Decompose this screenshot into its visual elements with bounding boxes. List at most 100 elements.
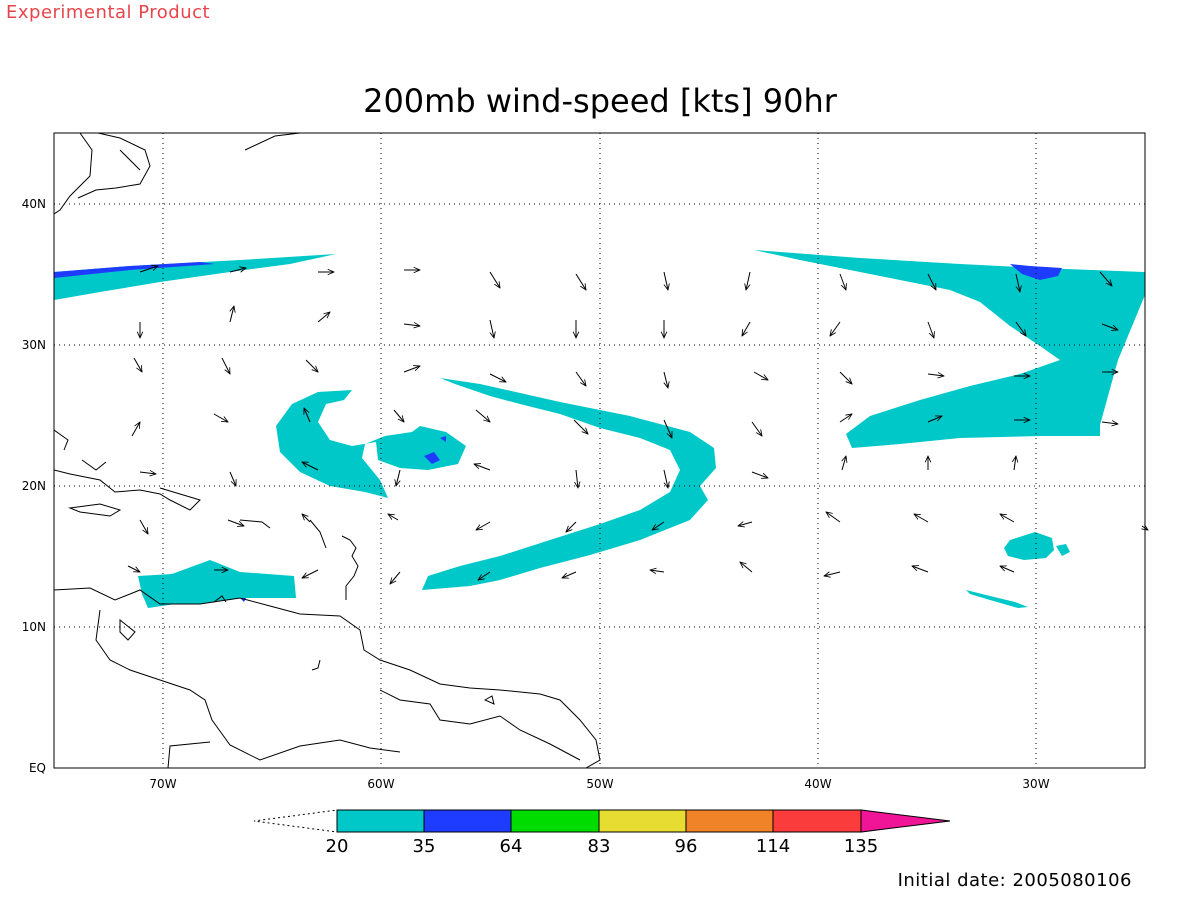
wind-vector-arrow	[927, 416, 942, 423]
wind-vector-arrow	[927, 273, 936, 290]
lat-label-eq: EQ	[29, 761, 46, 775]
colorbar-low-extension	[253, 809, 338, 833]
wind-vector-arrow	[664, 371, 668, 388]
initial-date-label: Initial date: 2005080106	[897, 870, 1132, 891]
wind-vector-arrow	[403, 324, 420, 326]
wind-vector-arrow	[489, 271, 500, 288]
wind-vector-arrow	[839, 414, 852, 423]
wind-vector-arrow	[753, 371, 768, 380]
wind-vector-arrow	[388, 514, 399, 521]
wind-vector-arrow	[305, 359, 318, 372]
wind-vector-arrow	[742, 321, 751, 336]
wind-vector-arrow	[562, 571, 577, 578]
colorbar-label-35: 35	[413, 836, 436, 857]
wind-vector-arrow	[317, 312, 330, 323]
wind-vector-arrow	[738, 522, 753, 526]
wind-vector-arrow	[914, 514, 929, 523]
wind-vector-arrow	[663, 271, 668, 290]
lat-label-20n: 20N	[22, 479, 46, 493]
wind-vector-arrow	[751, 471, 768, 478]
lon-label-60w: 60W	[367, 777, 394, 791]
wind-vector-arrow	[663, 469, 668, 488]
wind-vector-arrow	[826, 512, 841, 523]
wind-vector-arrow	[842, 456, 846, 471]
wind-vector-arrow	[127, 565, 140, 572]
colorbar-box-35-64	[423, 809, 512, 833]
wind-vector-arrow	[575, 273, 586, 290]
lon-axis-labels: 70W 60W 50W 40W 30W	[149, 777, 1049, 791]
wind-vector-arrow	[1099, 271, 1112, 286]
wind-vector-arrow	[139, 472, 156, 474]
wind-vector-arrow	[927, 321, 934, 338]
wind-vector-arrow	[927, 374, 944, 376]
wind-vector-arrow	[1000, 566, 1015, 573]
colorbar-label-135: 135	[844, 836, 878, 857]
lat-label-40n: 40N	[22, 197, 46, 211]
wind-vector-arrow	[475, 409, 490, 422]
wind-vector-arrow	[396, 469, 400, 486]
wind-vector-arrow	[390, 571, 401, 584]
colorbar: 20 35 64 83 96 114 135	[253, 809, 951, 857]
wind-vector-arrow	[403, 366, 420, 373]
colorbar-box-114-135	[772, 809, 862, 833]
wind-vector-arrow	[1101, 422, 1118, 424]
lon-label-70w: 70W	[149, 777, 176, 791]
wind-vector-arrow	[229, 471, 236, 486]
colorbar-box-83-96	[598, 809, 687, 833]
wind-vector-arrow	[1015, 321, 1026, 336]
lat-axis-labels: EQ 10N 20N 30N 40N	[22, 197, 46, 775]
wind-vector-arrow	[1015, 273, 1020, 292]
wind-vector-field	[127, 266, 1148, 584]
colorbar-label-96: 96	[675, 836, 698, 857]
lon-label-30w: 30W	[1022, 777, 1049, 791]
wind-vector-arrow	[746, 271, 751, 290]
lon-label-50w: 50W	[586, 777, 613, 791]
wind-vector-arrow	[133, 357, 142, 372]
wind-vector-arrow	[227, 519, 244, 526]
colorbar-label-83: 83	[588, 836, 611, 857]
lat-label-10n: 10N	[22, 620, 46, 634]
wind-vector-arrow	[302, 462, 319, 471]
wind-vector-arrow	[1000, 514, 1015, 523]
wind-vector-arrow	[912, 566, 929, 573]
wind-vector-arrow	[1014, 456, 1016, 471]
wind-vector-arrow	[575, 371, 586, 386]
gridlines	[54, 133, 1145, 768]
wind-vector-arrow	[221, 357, 230, 374]
wind-vector-arrow	[478, 571, 491, 580]
wind-vector-arrow	[839, 371, 852, 384]
wind-vector-arrow	[474, 464, 491, 471]
wind-shading-20-35	[54, 250, 1145, 608]
lat-label-30n: 30N	[22, 338, 46, 352]
wind-vector-arrow	[229, 268, 246, 272]
wind-vector-arrow	[566, 521, 577, 532]
wind-vector-arrow	[740, 562, 753, 573]
wind-vector-arrow	[751, 421, 762, 436]
wind-vector-arrow	[139, 266, 158, 273]
wind-vector-arrow	[824, 572, 841, 576]
wind-vector-arrow	[576, 469, 578, 488]
wind-vector-arrow	[131, 422, 140, 437]
lon-label-40w: 40W	[804, 777, 831, 791]
coastlines	[54, 133, 601, 768]
colorbar-box-96-114	[685, 809, 774, 833]
wind-vector-arrow	[650, 570, 665, 572]
colorbar-label-64: 64	[500, 836, 523, 857]
wind-vector-arrow	[393, 409, 404, 422]
colorbar-label-20: 20	[326, 836, 349, 857]
colorbar-label-114: 114	[756, 836, 790, 857]
wind-vector-arrow	[302, 514, 311, 523]
wind-vector-arrow	[476, 521, 491, 530]
wind-vector-arrow	[652, 521, 665, 530]
wind-vector-arrow	[213, 413, 228, 422]
wind-vector-arrow	[139, 519, 148, 534]
experimental-product-label: Experimental Product	[6, 2, 211, 23]
wind-vector-arrow	[489, 319, 494, 338]
colorbar-box-20-35	[336, 809, 425, 833]
colorbar-box-64-83	[510, 809, 600, 833]
wind-vector-arrow	[839, 273, 846, 290]
wind-vector-arrow	[663, 419, 673, 438]
wind-vector-arrow	[573, 419, 588, 434]
map-frame	[53, 132, 1146, 769]
